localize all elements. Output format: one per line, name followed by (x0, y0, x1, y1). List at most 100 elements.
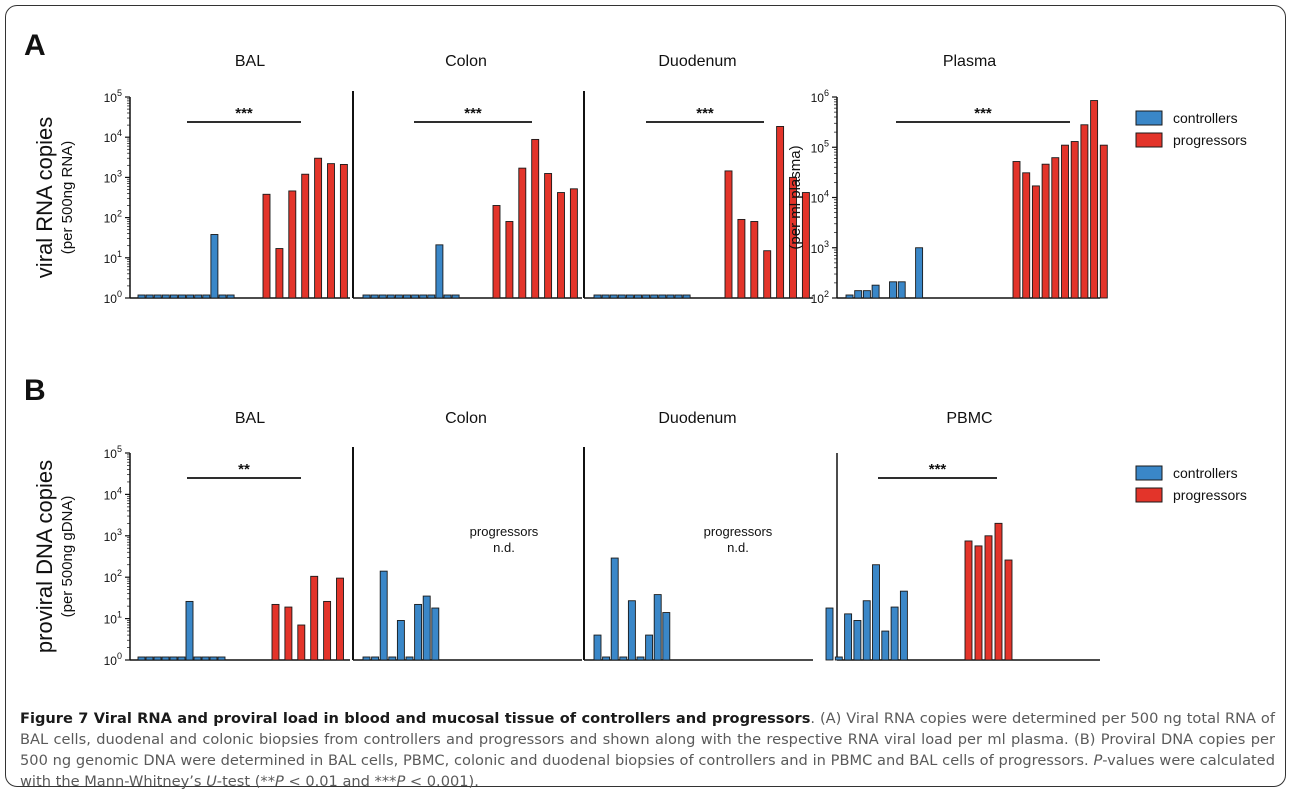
chart-title-b-pbmc: PBMC (946, 410, 992, 427)
bar-controllers-b-pbmc-3 (853, 620, 862, 661)
bar-controllers-a-plasma-8 (915, 247, 924, 299)
bar-controllers-a-bal-9 (210, 234, 219, 299)
bar-progressors-a-duodenum-5 (789, 176, 797, 299)
chart-title-b-bal: BAL (235, 410, 265, 427)
figure-caption: Figure 7 Viral RNA and proviral load in … (20, 708, 1275, 792)
y-tick-label-b-bal-5: 105 (104, 444, 122, 461)
bar-progressors-a-bal-3 (301, 173, 310, 299)
bar-controllers-a-duodenum-7 (650, 294, 659, 299)
bar-controllers-b-pbmc-5 (872, 564, 880, 661)
bar-controllers-a-bal-0 (137, 294, 146, 299)
bar-controllers-a-duodenum-2 (609, 294, 618, 299)
bar-controllers-b-pbmc-0 (825, 607, 834, 661)
panel-label-b: B (24, 374, 46, 407)
bar-controllers-b-pbmc-7 (890, 606, 899, 661)
bar-controllers-a-duodenum-10 (674, 294, 683, 299)
legend-swatch-progressors-a (1135, 132, 1163, 148)
caption-u-letter: U (206, 773, 217, 790)
bar-progressors-b-bal-0 (271, 603, 280, 661)
y-tick-label-a-bal-2: 102 (104, 209, 122, 226)
bar-progressors-b-pbmc-3 (994, 522, 1003, 661)
bar-controllers-a-duodenum-4 (625, 294, 634, 299)
bar-controllers-a-duodenum-3 (617, 294, 626, 299)
bar-progressors-a-duodenum-4 (776, 126, 785, 299)
caption-text-1: . (A) Viral RNA copies were determined p… (20, 710, 1275, 769)
note-b-duodenum-1: n.d. (727, 540, 749, 555)
chart-title-a-bal: BAL (235, 53, 265, 70)
legend-label-progressors-b: progressors (1173, 487, 1247, 503)
bar-progressors-a-bal-2 (288, 190, 297, 299)
bar-controllers-a-duodenum-9 (666, 294, 675, 299)
bar-progressors-a-plasma-0 (1012, 161, 1021, 299)
caption-text-5: < 0.001). (405, 773, 479, 790)
bar-controllers-a-bal-8 (202, 294, 211, 299)
bar-controllers-a-colon-11 (451, 294, 460, 299)
bar-progressors-a-colon-0 (492, 205, 501, 299)
bar-controllers-a-colon-10 (443, 294, 452, 299)
bar-controllers-b-bal-3 (161, 656, 170, 661)
bar-controllers-b-colon-4 (396, 620, 405, 661)
note-b-colon-1: n.d. (493, 540, 515, 555)
bar-controllers-a-plasma-1 (854, 290, 863, 299)
y-tick-label-a-plasma-2: 104 (811, 189, 829, 206)
caption-p2: P (275, 773, 284, 790)
chart-title-a-colon: Colon (445, 53, 487, 70)
bar-progressors-a-plasma-4 (1051, 157, 1060, 299)
bar-controllers-b-pbmc-6 (881, 630, 890, 661)
bar-progressors-b-bal-4 (323, 600, 332, 661)
bar-controllers-a-colon-7 (419, 294, 428, 299)
bar-controllers-b-pbmc-8 (899, 590, 908, 661)
bar-progressors-a-duodenum-1 (737, 218, 746, 299)
bar-progressors-a-plasma-1 (1022, 172, 1031, 299)
bar-controllers-a-bal-10 (218, 294, 227, 299)
bar-controllers-b-bal-6 (185, 600, 194, 661)
bar-progressors-a-plasma-9 (1099, 144, 1108, 299)
caption-text-4: < 0.01 and *** (283, 773, 397, 790)
bar-progressors-a-duodenum-2 (750, 221, 759, 299)
sig-stars-a-colon: *** (464, 105, 482, 122)
y-tick-label-b-bal-3: 103 (104, 527, 122, 544)
bar-controllers-b-duodenum-3 (619, 656, 628, 661)
bar-controllers-a-duodenum-6 (642, 294, 651, 299)
bar-controllers-a-plasma-3 (871, 284, 880, 299)
y-tick-label-a-bal-1: 101 (104, 249, 122, 266)
y-tick-label-b-bal-4: 104 (104, 485, 122, 502)
panel-label-a: A (24, 29, 46, 62)
bar-controllers-a-bal-7 (194, 294, 203, 299)
caption-p3: P (396, 773, 406, 790)
bar-controllers-a-colon-4 (394, 294, 403, 299)
chart-title-a-plasma: Plasma (943, 53, 996, 70)
bar-progressors-b-pbmc-0 (964, 540, 973, 661)
bar-progressors-a-plasma-5 (1061, 144, 1069, 299)
bar-progressors-b-bal-1 (284, 606, 293, 661)
bar-progressors-a-colon-5 (557, 192, 565, 299)
bar-controllers-b-duodenum-5 (636, 656, 645, 661)
bar-progressors-a-plasma-6 (1070, 141, 1079, 299)
bar-controllers-b-bal-0 (137, 656, 146, 661)
bar-controllers-b-duodenum-7 (653, 594, 662, 661)
bar-progressors-a-duodenum-0 (724, 170, 733, 299)
y-tick-label-a-plasma-3: 105 (811, 138, 829, 155)
bar-controllers-b-bal-1 (145, 656, 154, 661)
bar-controllers-a-bal-2 (153, 294, 162, 299)
bar-controllers-b-colon-6 (414, 603, 423, 661)
sig-stars-a-duodenum: *** (696, 105, 714, 122)
bar-progressors-a-colon-6 (569, 188, 578, 299)
bar-progressors-a-plasma-3 (1041, 163, 1050, 299)
y-sublabel-a-bal: (per 500ng RNA) (59, 141, 76, 254)
bar-controllers-b-bal-2 (153, 656, 162, 661)
bar-progressors-a-colon-2 (518, 167, 527, 299)
bar-progressors-b-pbmc-1 (974, 545, 983, 661)
y-label-b-bal: proviral DNA copies (32, 460, 57, 653)
bar-controllers-a-plasma-6 (897, 281, 906, 299)
caption-text-2: -values were calculated with the Mann-Wh… (20, 752, 1276, 790)
bar-controllers-a-colon-6 (411, 294, 420, 299)
bar-progressors-b-bal-5 (336, 577, 344, 661)
legend-label-controllers-b: controllers (1173, 465, 1238, 481)
bar-progressors-a-colon-4 (544, 173, 553, 299)
bar-controllers-a-bal-4 (169, 294, 178, 299)
bar-progressors-b-pbmc-4 (1004, 559, 1013, 661)
bar-controllers-b-pbmc-2 (844, 613, 853, 661)
bar-controllers-a-colon-2 (378, 294, 387, 299)
bar-controllers-a-duodenum-11 (682, 294, 691, 299)
